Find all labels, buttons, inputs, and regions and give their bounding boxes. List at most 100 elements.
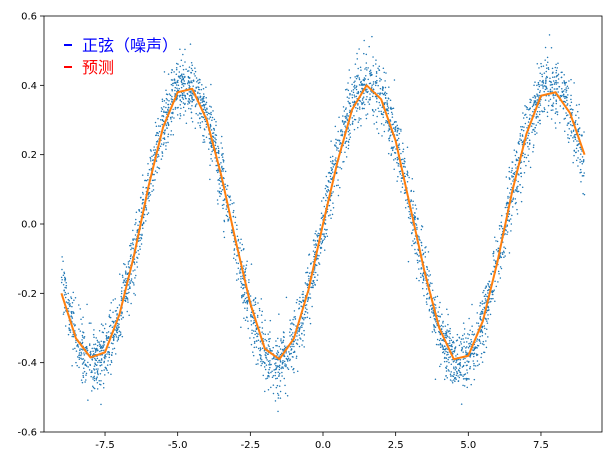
scatter-point bbox=[447, 353, 449, 356]
scatter-point bbox=[329, 156, 332, 159]
scatter-point bbox=[528, 148, 530, 150]
scatter-point bbox=[264, 354, 266, 356]
scatter-point bbox=[190, 117, 193, 119]
scatter-point bbox=[480, 356, 482, 359]
scatter-point bbox=[285, 357, 288, 360]
scatter-point bbox=[373, 123, 375, 125]
scatter-point bbox=[370, 71, 372, 74]
scatter-point bbox=[202, 104, 205, 106]
scatter-point bbox=[484, 287, 487, 289]
scatter-point bbox=[153, 173, 155, 176]
scatter-point bbox=[481, 300, 484, 302]
scatter-point bbox=[497, 250, 499, 253]
scatter-point bbox=[460, 338, 463, 340]
scatter-point bbox=[182, 94, 184, 96]
scatter-point bbox=[253, 321, 255, 324]
scatter-point bbox=[341, 133, 343, 135]
scatter-point bbox=[551, 86, 553, 89]
scatter-point bbox=[481, 331, 484, 334]
scatter-point bbox=[576, 144, 579, 147]
scatter-point bbox=[204, 109, 207, 112]
scatter-point bbox=[351, 83, 353, 86]
scatter-point bbox=[446, 365, 448, 367]
scatter-point bbox=[482, 291, 484, 294]
scatter-point bbox=[80, 318, 82, 321]
scatter-point bbox=[298, 303, 300, 305]
scatter-point bbox=[337, 184, 339, 186]
x-tick-label: 5.0 bbox=[460, 440, 476, 451]
scatter-point bbox=[113, 347, 116, 350]
scatter-point bbox=[564, 130, 566, 133]
scatter-point bbox=[456, 370, 458, 373]
scatter-point bbox=[250, 313, 252, 316]
scatter-point bbox=[533, 101, 535, 104]
scatter-point bbox=[245, 316, 248, 318]
scatter-point bbox=[474, 346, 477, 348]
scatter-point bbox=[261, 331, 263, 333]
scatter-point bbox=[250, 263, 253, 265]
scatter-point bbox=[562, 93, 565, 96]
scatter-point bbox=[352, 91, 355, 94]
scatter-point bbox=[200, 112, 202, 115]
scatter-point bbox=[257, 302, 259, 304]
scatter-point bbox=[511, 175, 513, 177]
scatter-point bbox=[155, 160, 158, 162]
scatter-point bbox=[379, 92, 382, 94]
scatter-point bbox=[565, 112, 567, 114]
scatter-point bbox=[428, 310, 431, 312]
scatter-point bbox=[463, 385, 466, 387]
scatter-point bbox=[116, 340, 119, 342]
scatter-point bbox=[303, 318, 305, 321]
scatter-point bbox=[395, 121, 397, 123]
scatter-point bbox=[309, 297, 312, 299]
scatter-point bbox=[93, 329, 95, 331]
scatter-point bbox=[267, 388, 270, 391]
scatter-point bbox=[392, 127, 395, 129]
scatter-point bbox=[179, 77, 181, 80]
scatter-point bbox=[261, 310, 263, 313]
scatter-point bbox=[189, 100, 191, 102]
scatter-point bbox=[198, 86, 200, 89]
scatter-point bbox=[268, 345, 270, 348]
scatter-point bbox=[94, 348, 97, 350]
scatter-point bbox=[413, 217, 416, 220]
scatter-point bbox=[83, 352, 85, 354]
scatter-point bbox=[244, 319, 247, 322]
scatter-point bbox=[332, 160, 334, 162]
scatter-point bbox=[356, 107, 359, 110]
scatter-point bbox=[282, 367, 284, 369]
scatter-point bbox=[398, 132, 401, 135]
scatter-point bbox=[80, 354, 82, 357]
scatter-point bbox=[345, 116, 348, 118]
scatter-point bbox=[390, 111, 393, 114]
scatter-point bbox=[126, 273, 129, 275]
scatter-point bbox=[87, 366, 89, 368]
scatter-point bbox=[290, 323, 292, 325]
scatter-point bbox=[538, 91, 541, 94]
scatter-point bbox=[542, 87, 544, 89]
scatter-point bbox=[319, 227, 321, 230]
scatter-point bbox=[413, 216, 415, 219]
scatter-point bbox=[405, 199, 407, 202]
scatter-point bbox=[242, 294, 244, 296]
scatter-point bbox=[325, 175, 328, 178]
scatter-point bbox=[177, 84, 180, 86]
scatter-point bbox=[382, 89, 384, 92]
scatter-point bbox=[112, 311, 114, 313]
scatter-point bbox=[316, 254, 319, 256]
scatter-point bbox=[529, 98, 531, 101]
scatter-point bbox=[116, 327, 118, 330]
scatter-point bbox=[145, 208, 148, 211]
scatter-point bbox=[200, 88, 203, 91]
scatter-point bbox=[315, 264, 317, 266]
scatter-point bbox=[455, 374, 458, 377]
scatter-point bbox=[359, 81, 362, 84]
scatter-point bbox=[568, 80, 570, 82]
scatter-point bbox=[506, 201, 508, 204]
scatter-point bbox=[138, 253, 140, 255]
scatter-point bbox=[432, 311, 435, 314]
scatter-point bbox=[368, 82, 371, 85]
scatter-point bbox=[177, 63, 179, 65]
scatter-point bbox=[225, 208, 227, 210]
scatter-point bbox=[528, 108, 530, 111]
